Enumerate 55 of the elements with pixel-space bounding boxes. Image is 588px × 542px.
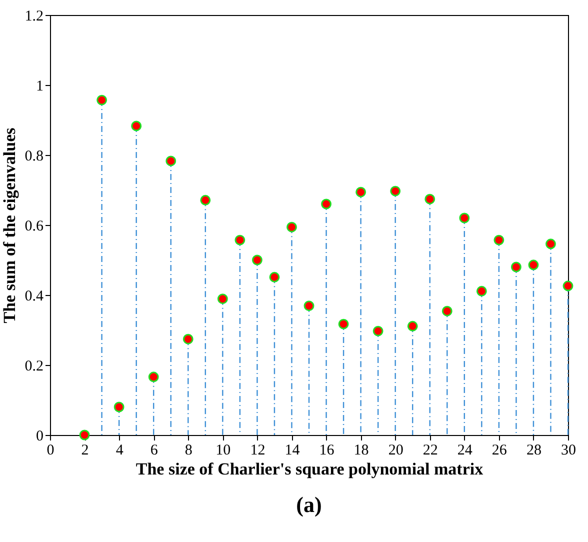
y-axis-title: The sum of the eigenvalues xyxy=(0,127,19,324)
x-tick-label: 14 xyxy=(284,442,300,458)
x-tick-label: 20 xyxy=(388,442,404,458)
x-tick-label: 24 xyxy=(457,442,473,458)
point xyxy=(96,94,108,106)
x-tick-label: 6 xyxy=(150,442,158,458)
point xyxy=(269,272,280,282)
point xyxy=(252,254,262,266)
point xyxy=(528,260,539,270)
y-tick-label: 0.2 xyxy=(24,358,44,374)
x-tick-label: 18 xyxy=(354,442,369,458)
point xyxy=(286,222,297,232)
point xyxy=(442,306,452,316)
point xyxy=(338,318,349,330)
y-tick-label: 0 xyxy=(36,428,44,444)
x-tick-label: 8 xyxy=(184,442,192,458)
point xyxy=(390,186,401,196)
x-tick-label: 28 xyxy=(526,442,542,458)
point xyxy=(424,194,436,204)
x-axis-title: The size of Charlier's square polynomial matrix xyxy=(136,460,484,478)
x-tick-label: 30 xyxy=(561,442,576,458)
x-tick-label: 26 xyxy=(492,442,508,458)
point xyxy=(321,198,332,210)
point xyxy=(546,238,556,250)
point xyxy=(407,320,418,332)
x-tick-label: 22 xyxy=(422,442,438,458)
x-tick-label: 0 xyxy=(46,442,54,458)
text: (a) xyxy=(296,492,322,517)
point xyxy=(182,334,194,344)
point xyxy=(510,262,522,272)
point xyxy=(494,234,504,246)
point xyxy=(200,194,211,206)
point xyxy=(459,212,470,224)
point xyxy=(476,286,487,296)
y-tick-label: 1 xyxy=(36,78,44,94)
point xyxy=(148,372,159,382)
x-tick-label: 10 xyxy=(216,442,231,458)
point xyxy=(234,234,246,246)
point xyxy=(217,294,228,304)
x-tick-label: 12 xyxy=(250,442,266,458)
point xyxy=(562,280,574,292)
point xyxy=(304,300,314,312)
point xyxy=(131,120,142,132)
x-tick-label: 4 xyxy=(116,442,124,458)
x-tick-label: 2 xyxy=(81,442,89,458)
point xyxy=(372,326,384,336)
y-tick-label: 1.2 xyxy=(24,8,44,24)
point xyxy=(114,402,124,412)
x-tick-label: 16 xyxy=(319,442,335,458)
point xyxy=(79,430,90,440)
y-tick-label: 0.6 xyxy=(24,218,44,234)
y-tick-label: 0.4 xyxy=(24,288,44,304)
y-tick-label: 0.8 xyxy=(24,148,44,164)
point xyxy=(166,156,176,166)
point xyxy=(356,186,366,198)
